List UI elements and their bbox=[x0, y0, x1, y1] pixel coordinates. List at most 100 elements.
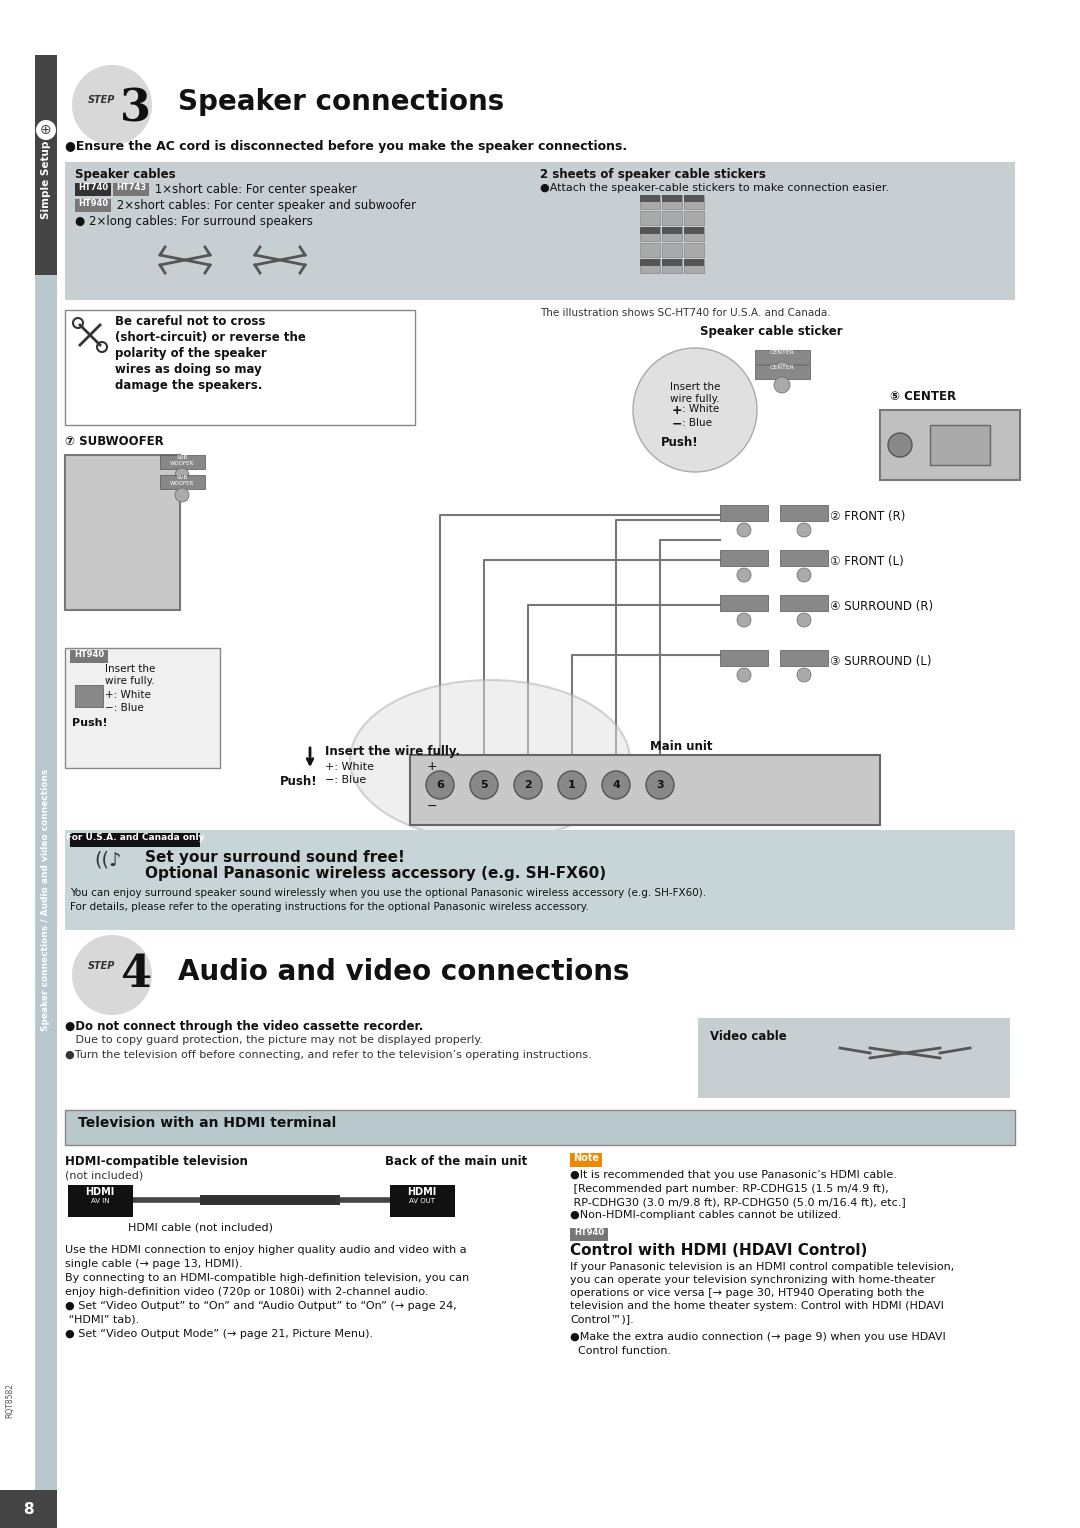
Text: Be careful not to cross
(short-circuit) or reverse the
polarity of the speaker
w: Be careful not to cross (short-circuit) … bbox=[114, 315, 306, 393]
Text: RP-CDHG30 (3.0 m/9.8 ft), RP-CDHG50 (5.0 m/16.4 ft), etc.]: RP-CDHG30 (3.0 m/9.8 ft), RP-CDHG50 (5.0… bbox=[570, 1196, 906, 1207]
Bar bbox=[662, 260, 681, 274]
Circle shape bbox=[797, 568, 811, 582]
Text: SUB
WOOFER: SUB WOOFER bbox=[170, 475, 194, 486]
Bar bbox=[640, 260, 660, 266]
Bar bbox=[200, 1195, 340, 1206]
Circle shape bbox=[633, 348, 757, 472]
Text: : White: : White bbox=[681, 403, 719, 414]
Text: −: − bbox=[427, 801, 437, 813]
Circle shape bbox=[36, 121, 56, 141]
Bar bbox=[880, 410, 1020, 480]
Text: (not included): (not included) bbox=[65, 1170, 144, 1180]
Bar bbox=[684, 228, 704, 241]
Text: ② FRONT (R): ② FRONT (R) bbox=[831, 510, 905, 523]
Text: Insert the
wire fully.: Insert the wire fully. bbox=[105, 665, 156, 686]
Text: 8: 8 bbox=[23, 1502, 33, 1517]
Text: Use the HDMI connection to enjoy higher quality audio and video with a: Use the HDMI connection to enjoy higher … bbox=[65, 1245, 467, 1254]
Text: The illustration shows SC-HT740 for U.S.A. and Canada.: The illustration shows SC-HT740 for U.S.… bbox=[540, 309, 831, 318]
Bar bbox=[0, 0, 57, 55]
Text: STEP: STEP bbox=[87, 961, 116, 970]
Text: +: White: +: White bbox=[105, 691, 151, 700]
Bar bbox=[75, 199, 111, 212]
Ellipse shape bbox=[350, 680, 630, 840]
Text: Push!: Push! bbox=[661, 435, 699, 449]
Bar bbox=[160, 455, 205, 469]
Circle shape bbox=[426, 772, 454, 799]
Text: television and the home theater system: Control with HDMI (HDAVI: television and the home theater system: … bbox=[570, 1300, 944, 1311]
Bar bbox=[662, 196, 681, 202]
Bar bbox=[720, 550, 768, 565]
Text: −: Blue: −: Blue bbox=[105, 703, 144, 714]
Bar bbox=[755, 365, 810, 379]
Circle shape bbox=[737, 523, 751, 536]
Text: Push!: Push! bbox=[280, 775, 318, 788]
Text: operations or vice versa [→ page 30, HT940 Operating both the: operations or vice versa [→ page 30, HT9… bbox=[570, 1288, 924, 1297]
Bar bbox=[75, 685, 103, 707]
Text: HT940: HT940 bbox=[73, 649, 104, 659]
Text: ●Turn the television off before connecting, and refer to the television’s operat: ●Turn the television off before connecti… bbox=[65, 1050, 592, 1060]
Bar bbox=[720, 594, 768, 611]
Text: Insert the
wire fully.: Insert the wire fully. bbox=[670, 382, 720, 405]
Text: ●Non-HDMI-compliant cables cannot be utilized.: ●Non-HDMI-compliant cables cannot be uti… bbox=[570, 1210, 841, 1219]
Bar bbox=[640, 211, 660, 225]
Text: ③ SURROUND (L): ③ SURROUND (L) bbox=[831, 656, 931, 668]
Bar bbox=[662, 228, 681, 234]
Text: ●It is recommended that you use Panasonic’s HDMI cable.: ●It is recommended that you use Panasoni… bbox=[570, 1170, 896, 1180]
Text: 3: 3 bbox=[120, 89, 151, 131]
Text: 1×short cable: For center speaker: 1×short cable: For center speaker bbox=[151, 183, 356, 196]
Bar bbox=[65, 162, 1015, 299]
Bar bbox=[570, 1154, 602, 1167]
Bar bbox=[68, 1186, 133, 1216]
Bar bbox=[662, 260, 681, 266]
Circle shape bbox=[558, 772, 586, 799]
Text: −: Blue: −: Blue bbox=[325, 775, 366, 785]
Bar bbox=[780, 504, 828, 521]
Text: For U.S.A. and Canada only: For U.S.A. and Canada only bbox=[66, 833, 204, 842]
Text: Simple Setup: Simple Setup bbox=[41, 141, 51, 219]
Circle shape bbox=[175, 487, 189, 503]
Text: Set your surround sound free!: Set your surround sound free! bbox=[145, 850, 405, 865]
Circle shape bbox=[72, 935, 152, 1015]
Circle shape bbox=[888, 432, 912, 457]
Bar bbox=[662, 228, 681, 241]
Text: Television with an HDMI terminal: Television with an HDMI terminal bbox=[78, 1115, 336, 1131]
Bar bbox=[780, 649, 828, 666]
Bar bbox=[65, 1109, 1015, 1144]
Text: ● Set “Video Output Mode” (→ page 21, Picture Menu).: ● Set “Video Output Mode” (→ page 21, Pi… bbox=[65, 1329, 373, 1339]
Bar bbox=[65, 830, 1015, 931]
Text: 4: 4 bbox=[120, 953, 151, 996]
Text: Audio and video connections: Audio and video connections bbox=[178, 958, 630, 986]
Text: +: White: +: White bbox=[325, 762, 374, 772]
Text: HT740: HT740 bbox=[78, 183, 108, 193]
Text: For details, please refer to the operating instructions for the optional Panason: For details, please refer to the operati… bbox=[70, 902, 589, 912]
Bar bbox=[410, 755, 880, 825]
Text: If your Panasonic television is an HDMI control compatible television,: If your Panasonic television is an HDMI … bbox=[570, 1262, 955, 1271]
Bar bbox=[640, 228, 660, 234]
Text: Control function.: Control function. bbox=[578, 1346, 671, 1355]
Text: 1: 1 bbox=[568, 779, 576, 790]
Text: [Recommended part number: RP-CDHG15 (1.5 m/4.9 ft),: [Recommended part number: RP-CDHG15 (1.5… bbox=[570, 1184, 889, 1193]
Text: +: + bbox=[427, 759, 437, 773]
Text: single cable (→ page 13, HDMI).: single cable (→ page 13, HDMI). bbox=[65, 1259, 243, 1268]
Text: Speaker connections / Audio and video connections: Speaker connections / Audio and video co… bbox=[41, 769, 51, 1031]
Text: ● 2×long cables: For surround speakers: ● 2×long cables: For surround speakers bbox=[75, 215, 313, 228]
Text: ① FRONT (L): ① FRONT (L) bbox=[831, 555, 904, 568]
Circle shape bbox=[774, 362, 789, 377]
Text: Speaker cable sticker: Speaker cable sticker bbox=[700, 325, 842, 338]
Text: Video cable: Video cable bbox=[710, 1030, 786, 1044]
Text: CENTER: CENTER bbox=[769, 350, 795, 354]
Bar bbox=[662, 211, 681, 225]
Text: RQT8582: RQT8582 bbox=[5, 1383, 14, 1418]
Text: “HDMI” tab).: “HDMI” tab). bbox=[65, 1316, 139, 1325]
Bar bbox=[0, 1490, 57, 1528]
Text: HDMI cable (not included): HDMI cable (not included) bbox=[127, 1222, 272, 1232]
Text: Insert the wire fully.: Insert the wire fully. bbox=[325, 746, 460, 758]
Bar bbox=[662, 243, 681, 257]
Bar bbox=[640, 196, 660, 209]
Text: 3: 3 bbox=[657, 779, 664, 790]
Bar bbox=[720, 649, 768, 666]
Bar bbox=[698, 1018, 1010, 1099]
Text: 2: 2 bbox=[524, 779, 531, 790]
Bar bbox=[640, 243, 660, 257]
Bar bbox=[720, 504, 768, 521]
